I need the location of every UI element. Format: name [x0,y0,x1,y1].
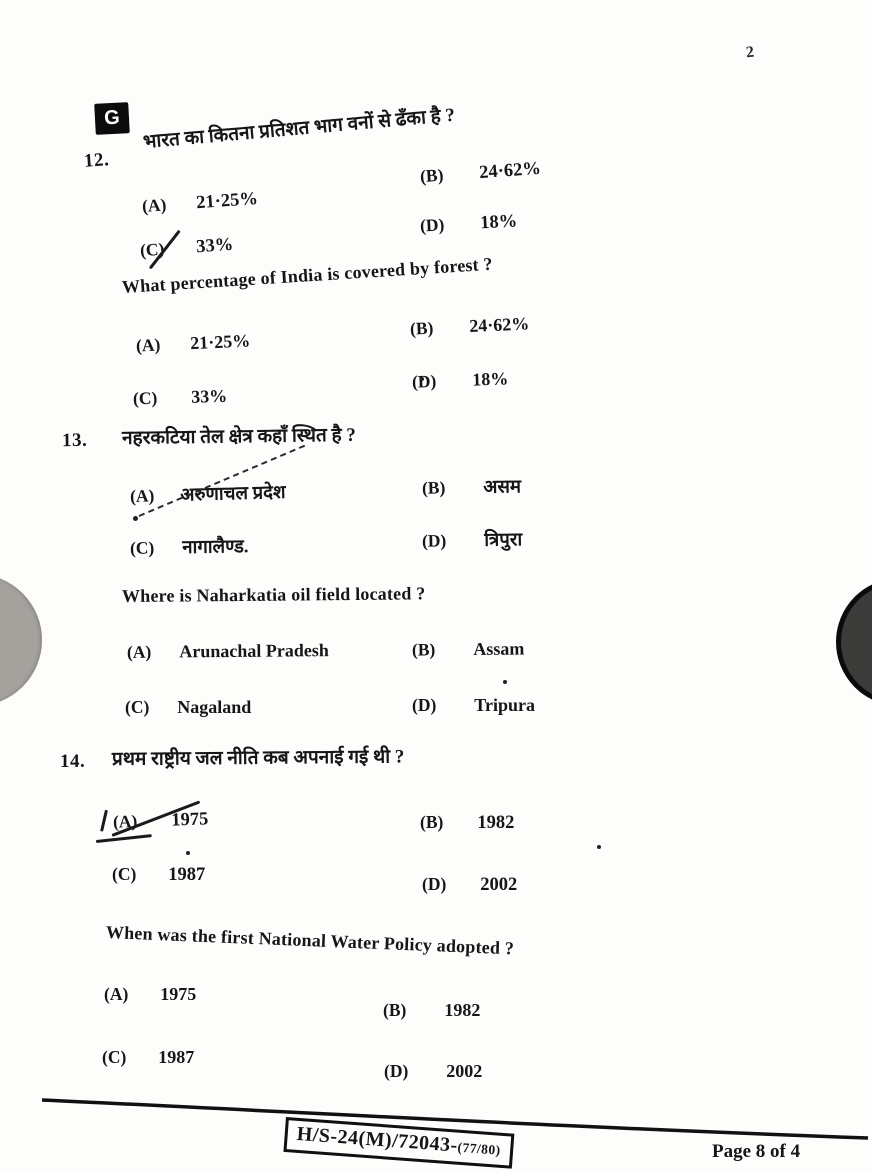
answer-mark-q14-tick [100,809,108,832]
option-label: (B) [420,812,444,832]
option-value: 18% [471,368,509,390]
question-12-hindi-option-b: (B) 24·62% [419,158,541,188]
answer-mark-q14-underline [95,834,152,843]
option-label: (D) [384,1061,409,1081]
question-12-hindi-option-d: (D) 18% [419,210,517,237]
question-13-english-option-c: (C) Nagaland [125,697,251,718]
option-label: (B) [419,164,445,187]
option-label: (A) [126,641,152,662]
question-13-text-hindi: नहरकटिया तेल क्षेत्र कहाँ स्थित है ? [121,424,357,449]
option-label: (D) [421,530,447,551]
option-value: 1987 [168,865,206,885]
option-value: Assam [473,638,525,659]
option-value: त्रिपुरा [484,530,523,551]
option-label: (A) [129,485,155,507]
option-value: 2002 [480,875,518,895]
question-12-text-english: What percentage of India is covered by f… [121,253,494,297]
option-value: असम [483,477,522,498]
question-13-number: 13. [61,429,88,452]
ink-speck [503,680,507,684]
question-13-english-option-a: (A) Arunachal Pradesh [127,640,329,663]
paper-code-suffix: (77/80) [457,1139,502,1158]
option-label: (C) [112,864,137,884]
option-value: 33% [191,385,228,407]
ink-speck [133,516,138,521]
question-12-english-option-d: (D) 18% [412,368,509,392]
option-label: (D) [412,695,437,715]
question-12-hindi-option-a: (A) 21·25% [141,188,258,218]
option-value: 21·25% [195,188,259,214]
scan-hole-left [0,574,42,706]
paper-code-box: H/S-24(M)/72043- (77/80) [283,1117,514,1169]
section-badge: G [94,102,130,135]
question-14-hindi-option-b: (B) 1982 [420,812,514,834]
option-value: Nagaland [177,697,252,717]
question-14-text-english: When was the first National Water Policy… [105,922,515,959]
question-13-hindi-option-b: (B) असम [422,473,521,499]
question-12-english-option-b: (B) 24·62% [410,313,530,339]
option-label: (C) [125,697,150,717]
option-label: (D) [419,214,445,236]
question-12-english-option-c: (C) 33% [133,386,228,409]
question-14-english-option-b: (B) 1982 [383,1000,480,1021]
question-14-text-hindi: प्रथम राष्ट्रीय जल नीति कब अपनाई गई थी ? [111,746,405,770]
ink-speck [420,377,424,381]
option-label: (C) [132,387,158,409]
option-value: 21·25% [189,330,251,354]
option-label: (A) [135,334,161,356]
option-value: 24·62% [478,158,542,184]
option-label: (C) [129,537,155,558]
option-value: 24·62% [468,313,530,337]
option-label: (B) [383,1000,407,1020]
question-14-hindi-option-d: (D) 2002 [422,874,517,896]
option-label: (A) [104,984,129,1004]
question-13-hindi-option-a: (A) अरुणाचल प्रदेश [130,479,286,508]
option-label: (D) [422,874,447,894]
option-value: 1975 [160,984,197,1004]
option-label: (A) [141,194,168,217]
question-12-hindi-option-c: (C) 33% [139,234,234,262]
option-value: 1982 [477,813,515,833]
question-14-english-option-c: (C) 1987 [102,1047,194,1068]
question-12-english-option-a: (A) 21·25% [136,331,251,357]
question-14-hindi-option-c: (C) 1987 [112,864,205,886]
option-label: (D) [411,370,437,392]
question-13-english-option-b: (B) Assam [412,639,525,661]
ink-speck [186,851,190,855]
ink-speck [597,845,601,849]
footer-page-label: Page 8 of 4 [712,1141,801,1162]
option-value: 1975 [170,809,209,831]
option-label: (C) [102,1047,127,1067]
scan-hole-right [836,578,872,706]
option-label: (B) [409,317,434,339]
option-value: 2002 [446,1061,483,1081]
question-14-english-option-d: (D) 2002 [384,1061,482,1082]
corner-page-number: 2 [745,43,755,62]
option-value: नागालैण्ड. [182,537,249,559]
option-value: Tripura [474,695,535,715]
option-label: (B) [421,477,446,498]
question-13-hindi-option-c: (C) नागालैण्ड. [130,533,249,560]
question-13-text-english: Where is Naharkatia oil field located ? [121,583,426,606]
paper-code: H/S-24(M)/72043- [295,1122,459,1157]
question-14-english-option-a: (A) 1975 [104,984,196,1005]
question-12-text-hindi: भारत का कितना प्रतिशत भाग वनों से ढँका ह… [142,104,456,153]
question-13-hindi-option-d: (D) त्रिपुरा [422,526,523,552]
option-value: 1987 [158,1047,195,1067]
option-value: 18% [479,211,518,234]
question-13-english-option-d: (D) Tripura [412,695,535,716]
option-value: Arunachal Pradesh [179,640,329,662]
option-value: 33% [195,234,234,258]
question-14-number: 14. [60,751,86,772]
option-label: (B) [411,639,436,660]
question-12-number: 12. [83,149,110,172]
option-value: 1982 [444,1000,481,1020]
